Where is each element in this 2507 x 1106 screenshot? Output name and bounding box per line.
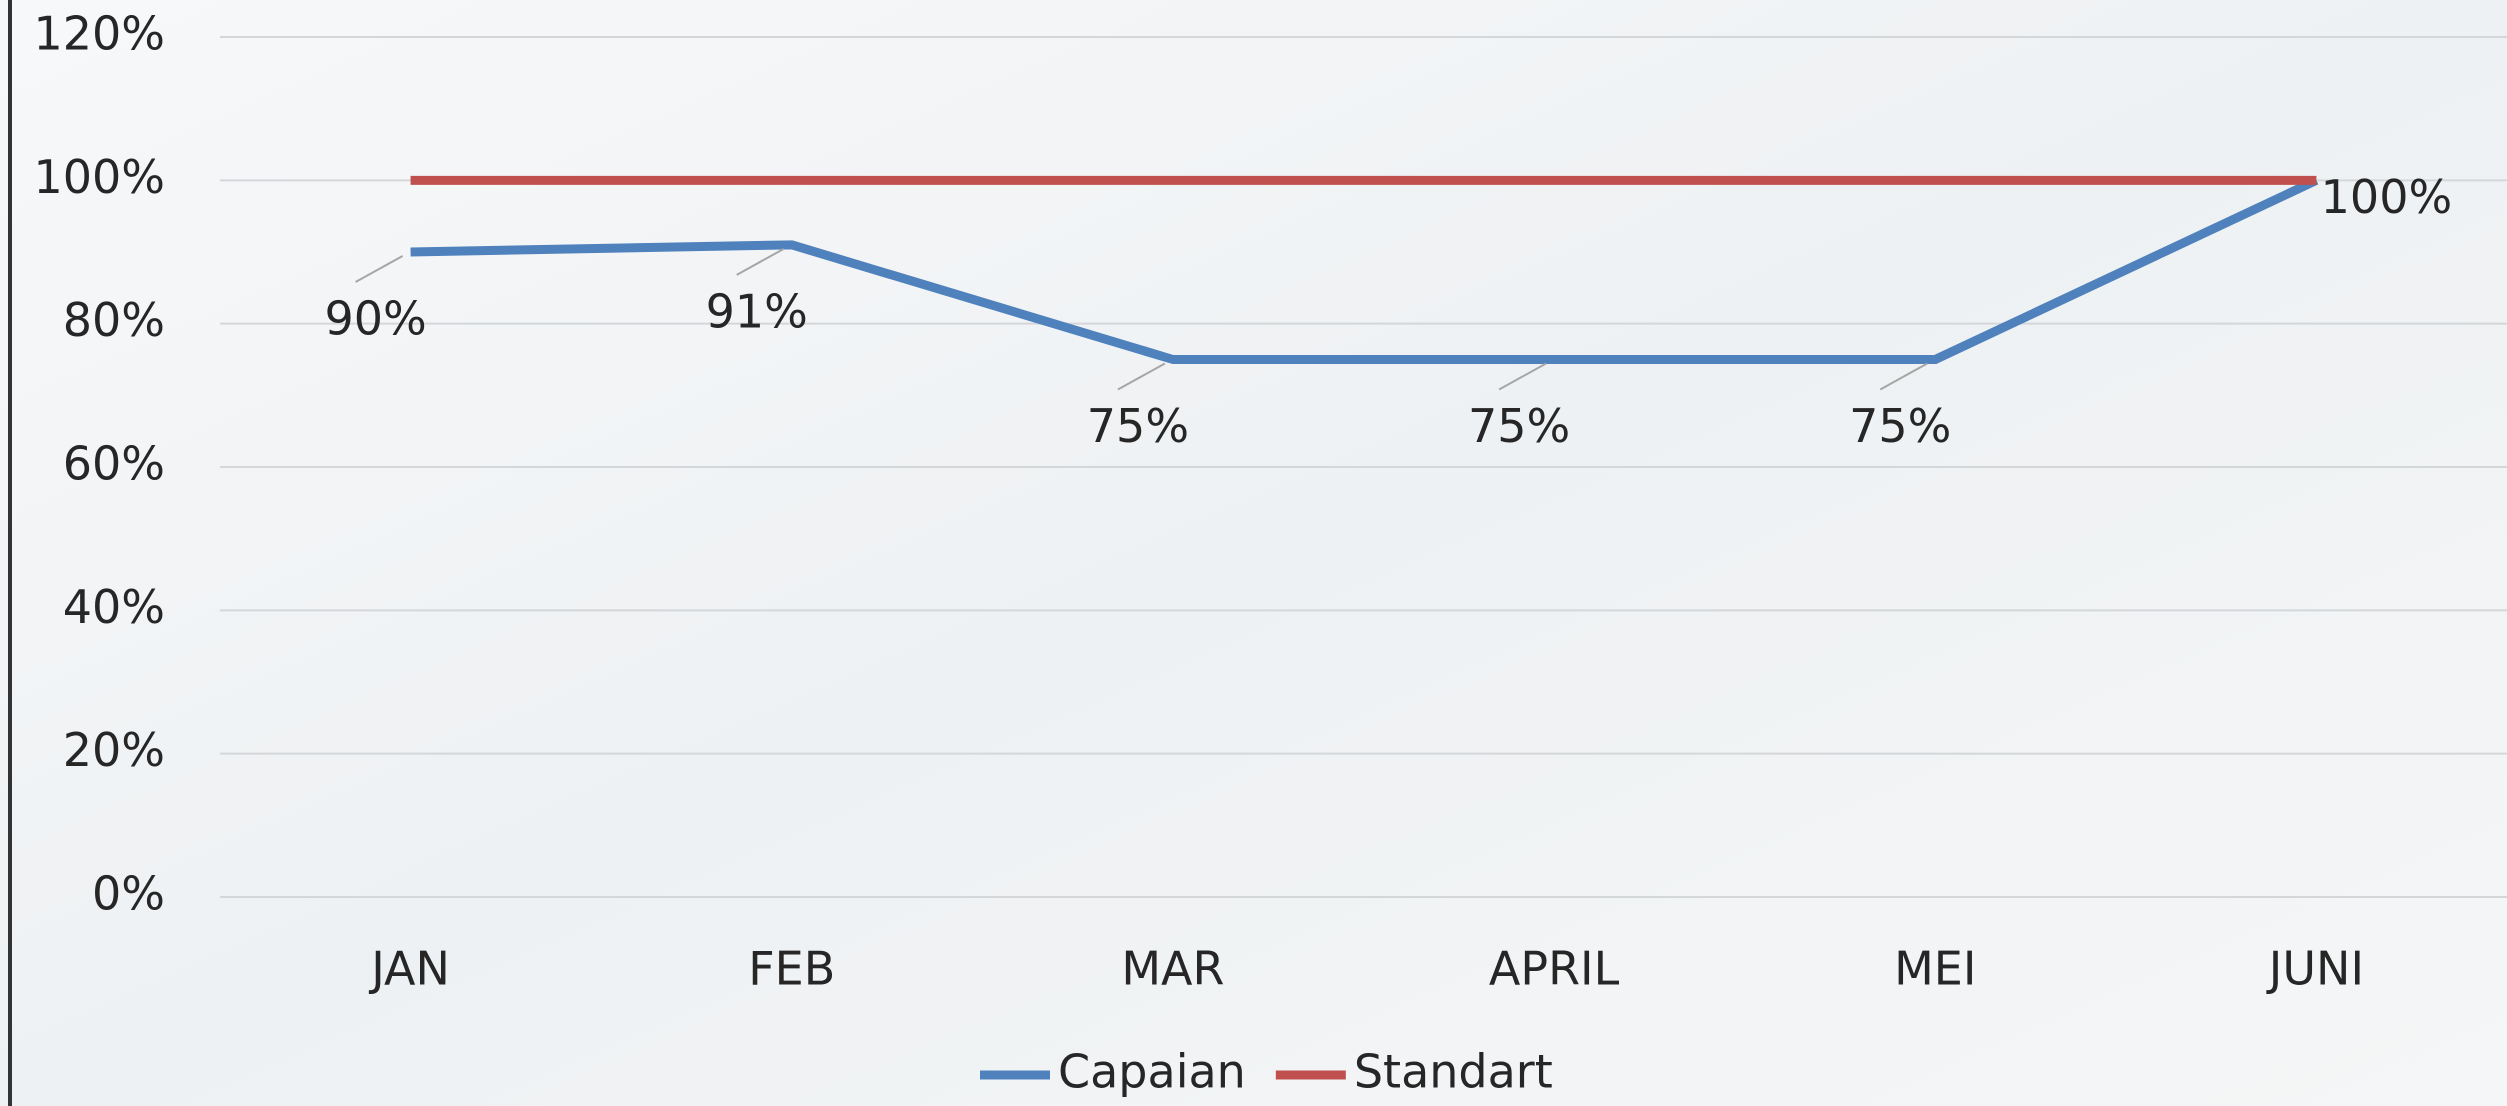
x-tick-label: APRIL <box>1489 942 1620 996</box>
y-tick-label: 80% <box>63 293 165 347</box>
x-tick-label: MEI <box>1894 942 1976 996</box>
leader-line <box>1117 362 1166 391</box>
leader-line <box>1498 362 1547 391</box>
y-tick-label: 120% <box>33 7 165 61</box>
data-label: 100% <box>2321 170 2453 224</box>
y-tick-label: 60% <box>63 437 165 491</box>
y-tick-label: 40% <box>63 580 165 634</box>
data-label: 75% <box>1087 399 1189 453</box>
y-tick-label: 100% <box>33 150 165 204</box>
y-tick-label: 0% <box>92 867 165 921</box>
series-line <box>410 176 2319 364</box>
leader-line <box>736 247 785 276</box>
data-label: 91% <box>706 284 808 338</box>
leader-line <box>1879 362 1928 391</box>
y-tick-label: 20% <box>63 723 165 777</box>
legend-label: Capaian <box>1058 1045 1246 1099</box>
leader-line <box>355 255 404 283</box>
legend-label: Standart <box>1354 1045 1553 1099</box>
x-tick-label: MAR <box>1121 942 1224 996</box>
x-tick-label: JUNI <box>2266 942 2364 996</box>
x-tick-label: FEB <box>748 942 835 996</box>
data-label: 90% <box>324 292 426 346</box>
data-label: 75% <box>1468 399 1570 453</box>
data-label: 75% <box>1849 399 1951 453</box>
x-tick-label: JAN <box>368 942 450 996</box>
